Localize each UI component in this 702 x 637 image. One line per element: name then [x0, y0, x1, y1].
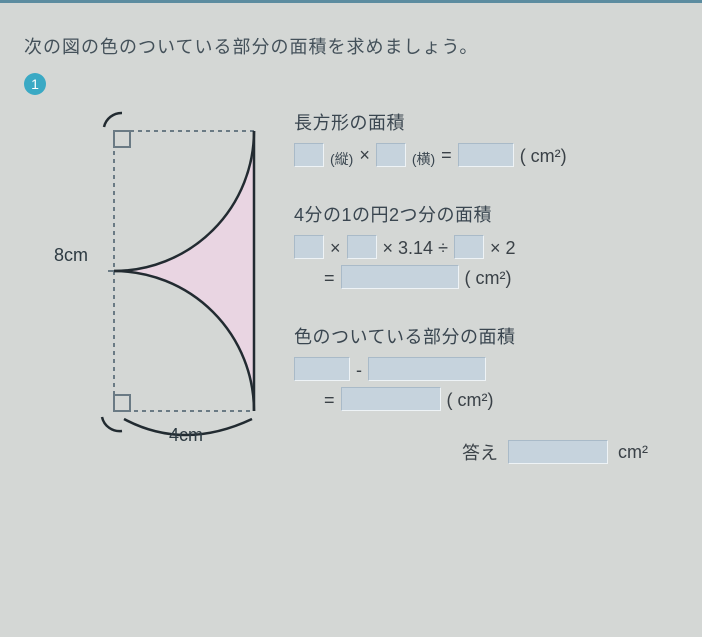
blank-quarters-area[interactable]: [341, 265, 459, 289]
section-title-rectangle: 長方形の面積: [294, 109, 678, 135]
question-prompt: 次の図の色のついている部分の面積を求めましょう。: [24, 33, 678, 59]
blank-rect-width[interactable]: [376, 143, 406, 167]
section-rectangle: 長方形の面積 (縦) × (横) = ( cm²): [294, 109, 678, 167]
op-pi-divide: × 3.14 ÷: [383, 238, 448, 259]
answer-label: 答え: [462, 439, 498, 465]
blank-shaded-b[interactable]: [368, 357, 486, 381]
section-title-shaded: 色のついている部分の面積: [294, 323, 678, 349]
blank-final-answer[interactable]: [508, 440, 608, 464]
section-title-quarters: 4分の1の円2つ分の面積: [294, 201, 678, 227]
op-times-two: × 2: [490, 238, 516, 259]
geometry-figure: [64, 111, 284, 451]
answer-row: 答え cm²: [294, 439, 678, 465]
unit-cm2-rect: ( cm²): [520, 146, 567, 167]
answer-unit: cm²: [618, 442, 648, 463]
blank-rect-height[interactable]: [294, 143, 324, 167]
sub-vertical: (縦): [330, 149, 353, 169]
op-multiply: ×: [359, 145, 370, 166]
sub-horizontal: (横): [412, 149, 435, 169]
figure-column: 8cm: [24, 101, 284, 481]
op-multiply-2: ×: [330, 238, 341, 259]
blank-rect-area[interactable]: [458, 143, 514, 167]
blank-shaded-a[interactable]: [294, 357, 350, 381]
unit-cm2-shaded: ( cm²): [447, 390, 494, 411]
op-minus: -: [356, 360, 362, 381]
blank-radius-1[interactable]: [294, 235, 324, 259]
section-quarters: 4分の1の円2つ分の面積 × × 3.14 ÷ × 2 = ( cm²): [294, 201, 678, 289]
blank-shaded-result[interactable]: [341, 387, 441, 411]
problem-number-badge: 1: [24, 73, 46, 95]
unit-cm2-quarters: ( cm²): [465, 268, 512, 289]
section-shaded: 色のついている部分の面積 - = ( cm²): [294, 323, 678, 411]
op-equals-2: =: [324, 268, 335, 289]
worksheet-column: 長方形の面積 (縦) × (横) = ( cm²) 4分の1の円2つ分の面積 ×: [284, 101, 678, 481]
blank-radius-2[interactable]: [347, 235, 377, 259]
op-equals-3: =: [324, 390, 335, 411]
op-equals: =: [441, 145, 452, 166]
figure-width-label: 4cm: [169, 425, 203, 446]
blank-divisor[interactable]: [454, 235, 484, 259]
